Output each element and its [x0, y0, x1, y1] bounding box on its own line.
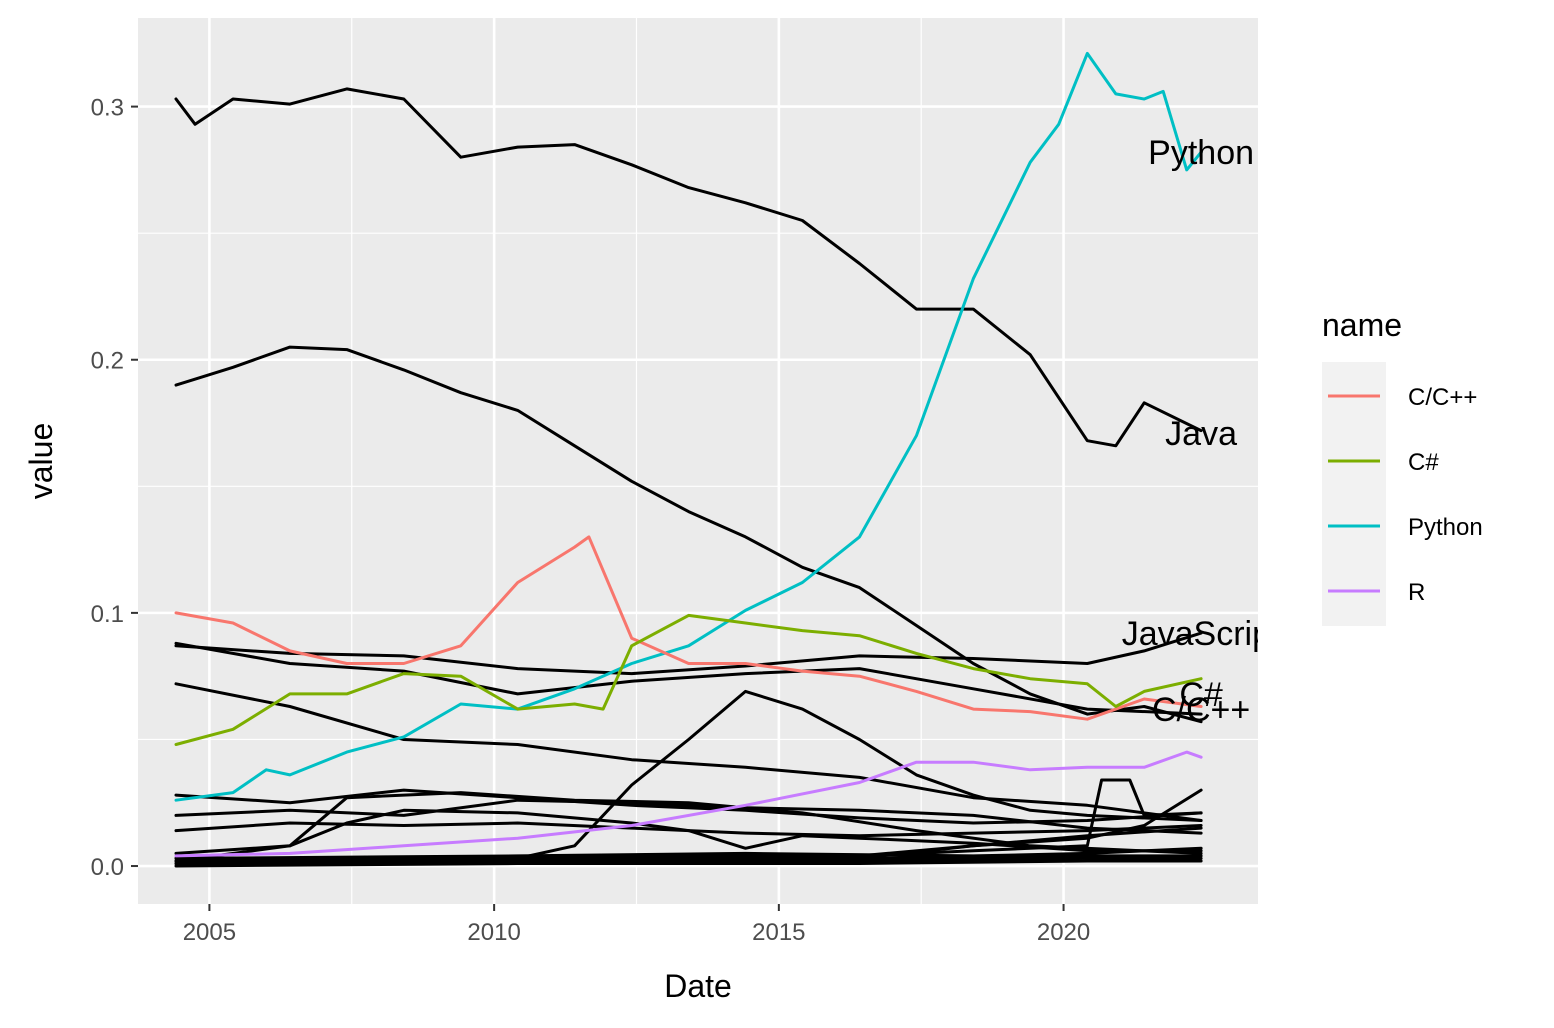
series-line-other — [174, 854, 1203, 863]
series-line-r — [174, 750, 1203, 858]
legend-key-background — [1322, 362, 1386, 626]
y-tick-label: 0.3 — [91, 95, 124, 122]
legend-label-c-c: C/C++ — [1408, 384, 1477, 411]
y-tick-label: 0.2 — [91, 348, 124, 375]
x-tick-label: 2020 — [1037, 919, 1090, 946]
series-line-other — [174, 87, 1203, 448]
series-line-other — [174, 791, 1203, 863]
y-tick-label: 0.1 — [91, 601, 124, 628]
x-tick-label: 2005 — [183, 919, 236, 946]
legend-label-c: C# — [1408, 449, 1439, 476]
series-line-other — [174, 846, 1203, 860]
line-label: Java — [1165, 415, 1237, 453]
legend-title: name — [1322, 307, 1402, 343]
x-axis-title: Date — [664, 968, 732, 1004]
legend-label-python: Python — [1408, 514, 1483, 541]
series-line-other — [174, 778, 1203, 863]
series-line-other — [174, 808, 1203, 855]
series-line-other — [174, 345, 1203, 724]
series-line-python — [174, 51, 1203, 802]
line-label: Python — [1148, 134, 1254, 172]
line-label: C# — [1179, 676, 1223, 714]
series-lines — [174, 51, 1203, 868]
legend: name C/C++ C# Python R — [1322, 307, 1483, 626]
series-line-other — [174, 798, 1203, 835]
panel-background — [138, 18, 1258, 904]
legend-label-r: R — [1408, 579, 1425, 606]
series-line-other — [174, 859, 1203, 868]
line-end-labels: Python Java JavaScript C#C/C++ — [1122, 134, 1281, 729]
y-axis-title: value — [23, 423, 59, 500]
series-line-other — [174, 641, 1203, 716]
y-tick-label: 0.0 — [91, 854, 124, 881]
series-line-c — [174, 613, 1203, 746]
x-tick-label: 2015 — [752, 919, 805, 946]
series-line-c-c — [174, 535, 1203, 721]
x-tick-label: 2010 — [467, 919, 520, 946]
line-label: C/C++ — [1152, 691, 1250, 729]
line-label: JavaScript — [1122, 615, 1281, 653]
legend-entries: C/C++ C# Python R — [1328, 384, 1483, 606]
series-line-other — [174, 682, 1203, 822]
series-line-other — [174, 631, 1203, 676]
axes: 2005 2010 2015 2020 0.0 0.1 0.2 0.3 — [91, 95, 1091, 946]
series-line-other — [174, 689, 1203, 860]
